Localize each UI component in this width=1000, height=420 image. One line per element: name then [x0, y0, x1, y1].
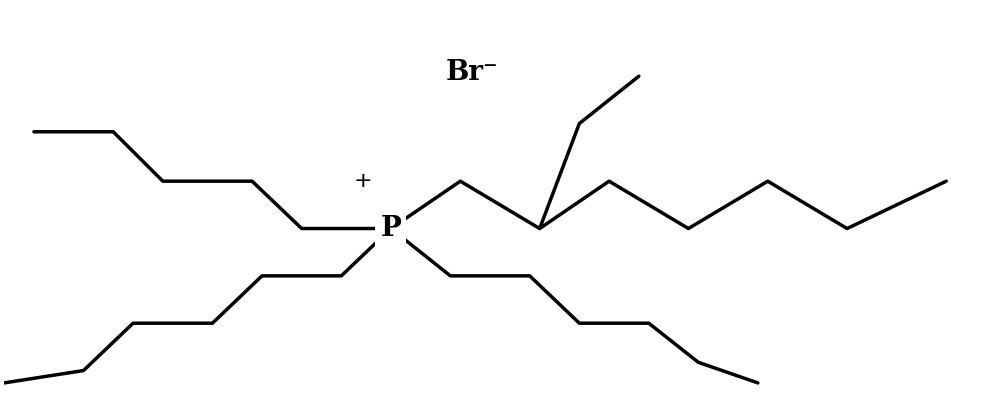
- Text: Br⁻: Br⁻: [445, 59, 498, 86]
- Text: +: +: [354, 171, 372, 191]
- Text: P: P: [380, 215, 401, 242]
